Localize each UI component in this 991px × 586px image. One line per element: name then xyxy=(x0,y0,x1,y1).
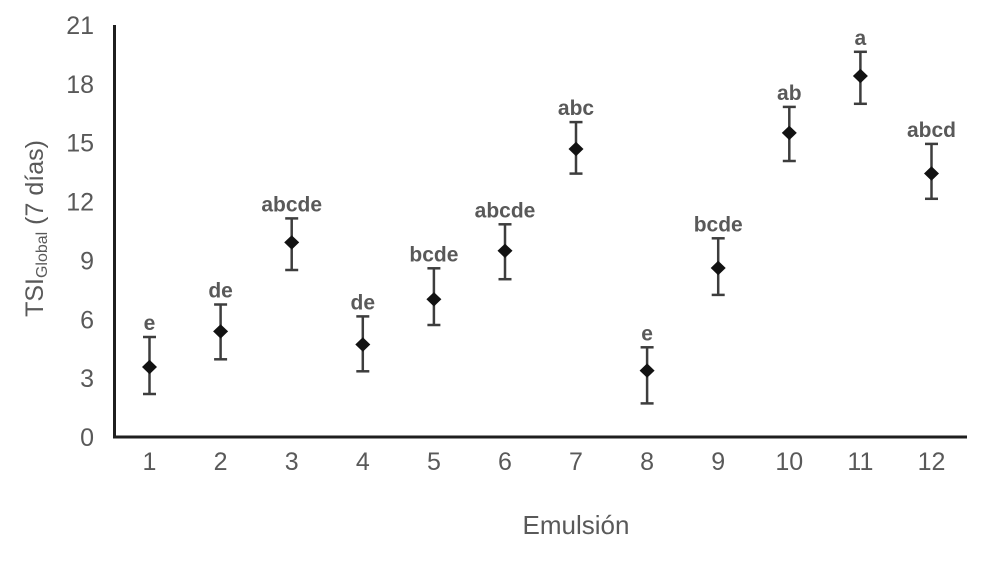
svg-text:abc: abc xyxy=(558,97,595,120)
svg-text:6: 6 xyxy=(498,448,512,476)
svg-text:bcde: bcde xyxy=(409,243,458,266)
svg-text:18: 18 xyxy=(66,71,94,99)
svg-text:4: 4 xyxy=(356,448,370,476)
svg-text:21: 21 xyxy=(66,12,94,40)
svg-text:12: 12 xyxy=(918,448,946,476)
svg-text:15: 15 xyxy=(66,130,94,158)
svg-text:ab: ab xyxy=(777,82,802,105)
svg-text:2: 2 xyxy=(214,448,228,476)
svg-text:abcde: abcde xyxy=(475,199,536,222)
svg-text:abcde: abcde xyxy=(261,193,322,216)
svg-text:12: 12 xyxy=(66,189,94,217)
svg-text:bcde: bcde xyxy=(694,213,743,236)
svg-text:abcd: abcd xyxy=(907,119,956,142)
svg-text:9: 9 xyxy=(80,247,94,275)
svg-text:9: 9 xyxy=(711,448,725,476)
svg-text:8: 8 xyxy=(640,448,654,476)
svg-text:e: e xyxy=(144,312,156,335)
svg-text:1: 1 xyxy=(143,448,157,476)
svg-text:e: e xyxy=(641,322,653,345)
svg-text:0: 0 xyxy=(80,424,94,452)
svg-text:11: 11 xyxy=(847,448,873,476)
svg-text:7: 7 xyxy=(569,448,583,476)
svg-text:a: a xyxy=(855,27,867,50)
svg-text:6: 6 xyxy=(80,306,94,334)
svg-text:10: 10 xyxy=(775,448,803,476)
svg-text:de: de xyxy=(208,280,233,303)
svg-text:3: 3 xyxy=(80,365,94,393)
svg-text:5: 5 xyxy=(427,448,441,476)
svg-text:TSIGlobal (7 días): TSIGlobal (7 días) xyxy=(21,140,51,317)
svg-text:3: 3 xyxy=(285,448,299,476)
svg-text:de: de xyxy=(351,291,376,314)
svg-text:Emulsión: Emulsión xyxy=(523,510,630,540)
